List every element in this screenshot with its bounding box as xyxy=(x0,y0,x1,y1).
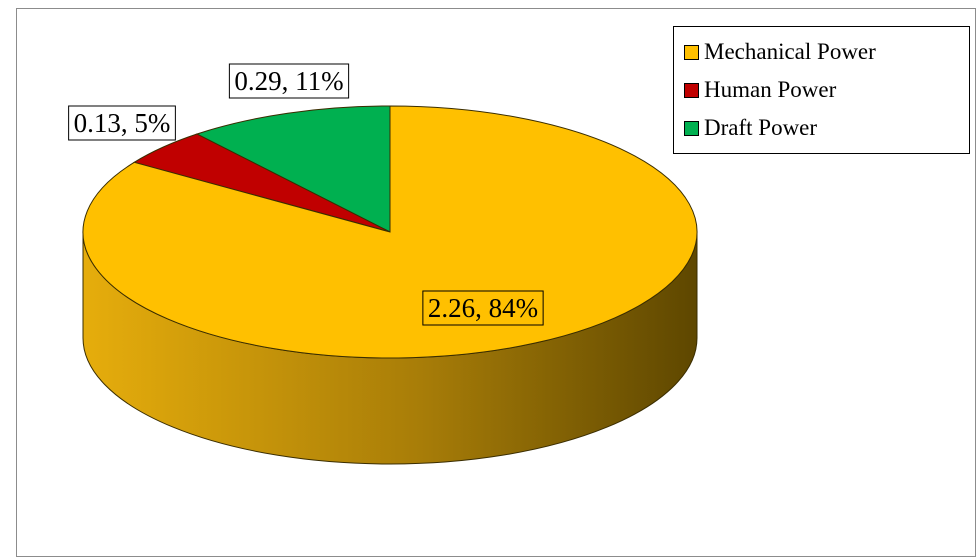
data-label-box-mechanical-power xyxy=(422,290,544,326)
data-label-box-human-power xyxy=(68,105,176,141)
legend-label-draft-power: Draft Power xyxy=(704,115,818,140)
data-labels: 2.26, 84% 0.13, 5% 0.29, 11% xyxy=(68,63,544,326)
legend: Mechanical Power Human Power Draft Power xyxy=(673,26,970,154)
data-label-box-draft-power xyxy=(228,63,350,99)
data-label-draft-power: 0.29, 11% xyxy=(228,63,350,99)
data-label-human-power: 0.13, 5% xyxy=(68,105,176,141)
legend-swatch-mechanical-power xyxy=(684,44,699,60)
data-label-text-mechanical-power: 2.26, 84% xyxy=(428,293,538,323)
legend-swatch-draft-power xyxy=(684,120,699,136)
legend-label-human-power: Human Power xyxy=(704,77,837,102)
legend-label-mechanical-power: Mechanical Power xyxy=(704,39,876,64)
legend-item-draft-power: Draft Power xyxy=(674,109,969,147)
legend-item-mechanical-power: Mechanical Power xyxy=(674,33,969,71)
legend-item-human-power: Human Power xyxy=(674,71,969,109)
data-label-text-human-power: 0.13, 5% xyxy=(74,108,171,138)
pie-slice-draft-power xyxy=(195,105,391,233)
legend-swatch-human-power xyxy=(684,82,699,98)
pie-slices xyxy=(82,105,698,359)
data-label-text-draft-power: 0.29, 11% xyxy=(234,66,343,96)
data-label-mechanical-power: 2.26, 84% xyxy=(422,290,544,326)
